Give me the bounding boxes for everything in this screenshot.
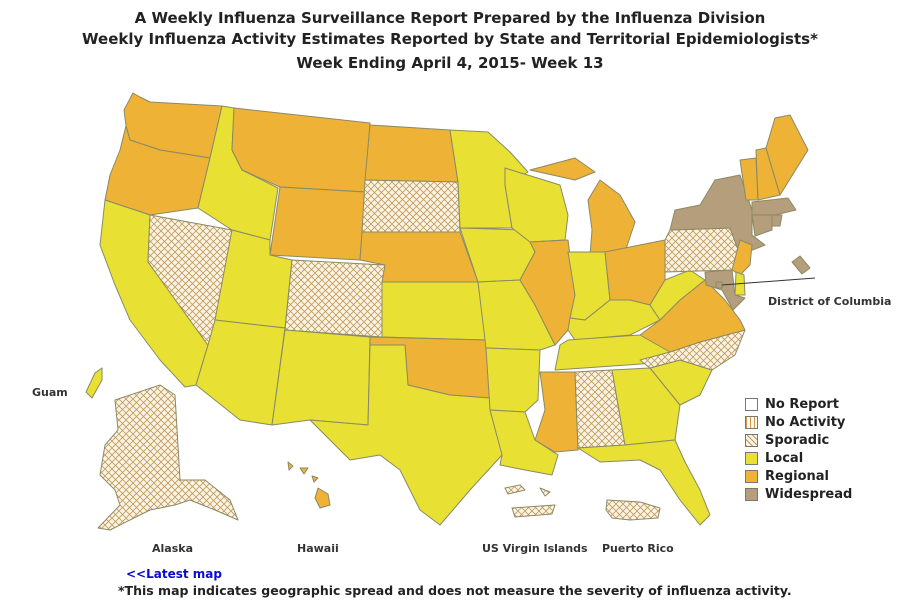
legend-swatch-no-activity	[745, 415, 758, 429]
state-nj[interactable]	[731, 239, 753, 276]
state-la[interactable]	[489, 409, 559, 476]
report-title: A Weekly Influenza Surveillance Report P…	[134, 9, 766, 27]
label-usvi: US Virgin Islands	[482, 542, 588, 555]
state-ak[interactable]	[97, 384, 239, 531]
state-me[interactable]	[765, 114, 809, 196]
legend-swatch-widespread	[745, 487, 758, 501]
legend-item-no-report: No Report	[745, 395, 852, 413]
territory-guam[interactable]	[85, 367, 103, 399]
state-ga[interactable]	[611, 367, 681, 446]
state-ms[interactable]	[534, 371, 579, 453]
dc-leader-line	[721, 277, 816, 286]
report-subtitle: Weekly Influenza Activity Estimates Repo…	[82, 30, 818, 48]
label-dc: District of Columbia	[768, 295, 891, 308]
legend-swatch-sporadic	[745, 433, 758, 447]
state-tx[interactable]	[309, 344, 503, 526]
state-ct[interactable]	[751, 214, 773, 237]
state-wv[interactable]	[649, 269, 706, 321]
legend-item-no-activity: No Activity	[745, 413, 852, 431]
state-or[interactable]	[104, 125, 211, 216]
footnote: *This map indicates geographic spread an…	[118, 583, 792, 598]
legend-item-regional: Regional	[745, 467, 852, 485]
label-guam: Guam	[32, 386, 68, 399]
state-fl[interactable]	[577, 439, 711, 526]
legend-item-local: Local	[745, 449, 852, 467]
label-puerto-rico: Puerto Rico	[602, 542, 674, 555]
territory-dc-marker[interactable]	[791, 255, 811, 275]
legend-label: Regional	[765, 468, 830, 484]
state-nd[interactable]	[364, 124, 459, 183]
state-ri[interactable]	[771, 214, 783, 227]
state-mi[interactable]	[529, 157, 636, 256]
legend-item-widespread: Widespread	[745, 485, 852, 503]
territory-vi[interactable]	[504, 484, 556, 518]
state-co[interactable]	[284, 259, 386, 338]
legend-label: Local	[765, 450, 804, 466]
legend: No Report No Activity Sporadic Local Reg…	[745, 395, 852, 503]
state-ks[interactable]	[381, 281, 487, 341]
state-sd[interactable]	[361, 179, 461, 233]
state-hi[interactable]	[287, 461, 331, 509]
territory-pr[interactable]	[605, 499, 661, 521]
state-pa[interactable]	[664, 227, 741, 273]
label-hawaii: Hawaii	[297, 542, 339, 555]
legend-label: No Report	[765, 396, 840, 412]
state-nm[interactable]	[271, 329, 371, 426]
state-ma[interactable]	[751, 197, 797, 216]
legend-swatch-local	[745, 451, 758, 465]
state-md[interactable]	[704, 269, 746, 311]
state-wy[interactable]	[269, 186, 366, 261]
legend-swatch-no-report	[745, 397, 758, 411]
legend-item-sporadic: Sporadic	[745, 431, 852, 449]
label-alaska: Alaska	[152, 542, 193, 555]
latest-map-link[interactable]: <<Latest map	[126, 567, 222, 581]
legend-swatch-regional	[745, 469, 758, 483]
state-dc[interactable]	[715, 281, 723, 289]
legend-label: Widespread	[765, 486, 853, 502]
state-ar[interactable]	[485, 347, 541, 413]
legend-label: No Activity	[765, 414, 846, 430]
legend-label: Sporadic	[765, 432, 830, 448]
week-label: Week Ending April 4, 2015- Week 13	[296, 54, 604, 72]
